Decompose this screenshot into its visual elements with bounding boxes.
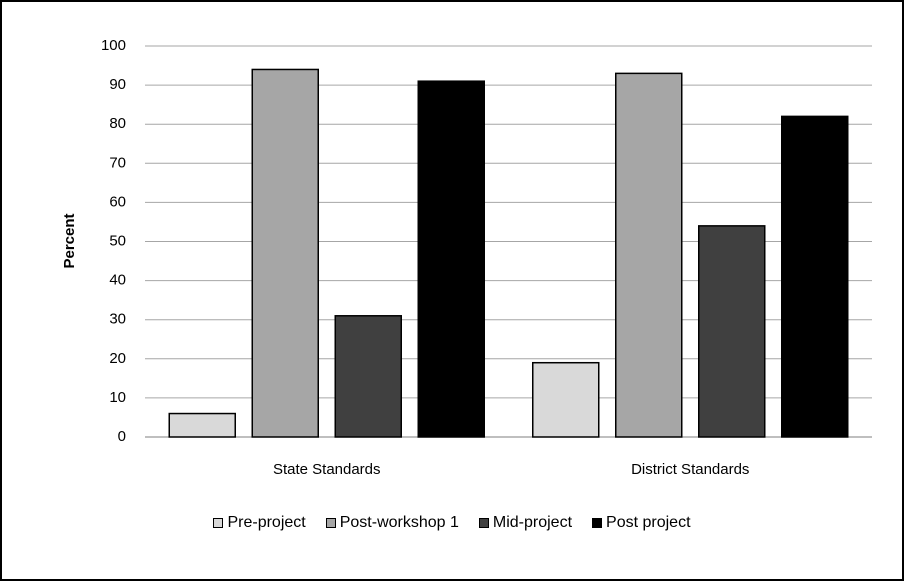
legend-label: Pre-project (227, 514, 306, 531)
bar (615, 72, 683, 438)
x-category-label: State Standards (273, 461, 381, 478)
legend-swatch (478, 518, 489, 528)
y-axis-ticks: 0 10 20 30 40 50 60 70 80 90 100 (101, 37, 126, 445)
y-tick-label: 50 (109, 232, 126, 249)
bar (334, 315, 402, 438)
legend-item: Post-workshop 1 (325, 514, 459, 532)
y-tick-label: 30 (109, 311, 126, 328)
y-tick-label: 0 (118, 428, 126, 445)
y-tick-label: 90 (109, 76, 126, 93)
legend-item: Post project (592, 514, 691, 532)
legend-item: Pre-project (213, 514, 306, 532)
y-tick-label: 70 (109, 154, 126, 171)
bar (781, 115, 849, 438)
bar (168, 412, 236, 438)
bar (417, 80, 485, 438)
x-axis-categories: State Standards District Standards (273, 461, 749, 478)
legend-swatch (213, 518, 224, 528)
bar (532, 361, 600, 438)
legend-item: Mid-project (478, 514, 573, 532)
legend-swatch (592, 518, 603, 528)
bar (698, 225, 766, 438)
legend-label: Mid-project (492, 514, 573, 531)
legend: Pre-project Post-workshop 1 Mid-project Pos… (0, 514, 904, 532)
legend-swatch (325, 518, 336, 528)
y-tick-label: 80 (109, 115, 126, 132)
legend-label: Post-workshop 1 (339, 514, 459, 531)
x-category-label: District Standards (631, 461, 749, 478)
bars (168, 68, 849, 438)
y-tick-label: 10 (109, 389, 126, 406)
y-tick-label: 100 (101, 37, 126, 54)
y-tick-label: 20 (109, 350, 126, 367)
legend-label: Post project (606, 514, 691, 531)
y-tick-label: 40 (109, 272, 126, 289)
y-axis-label: Percent (61, 213, 78, 268)
bar (251, 68, 319, 438)
y-tick-label: 60 (109, 193, 126, 210)
